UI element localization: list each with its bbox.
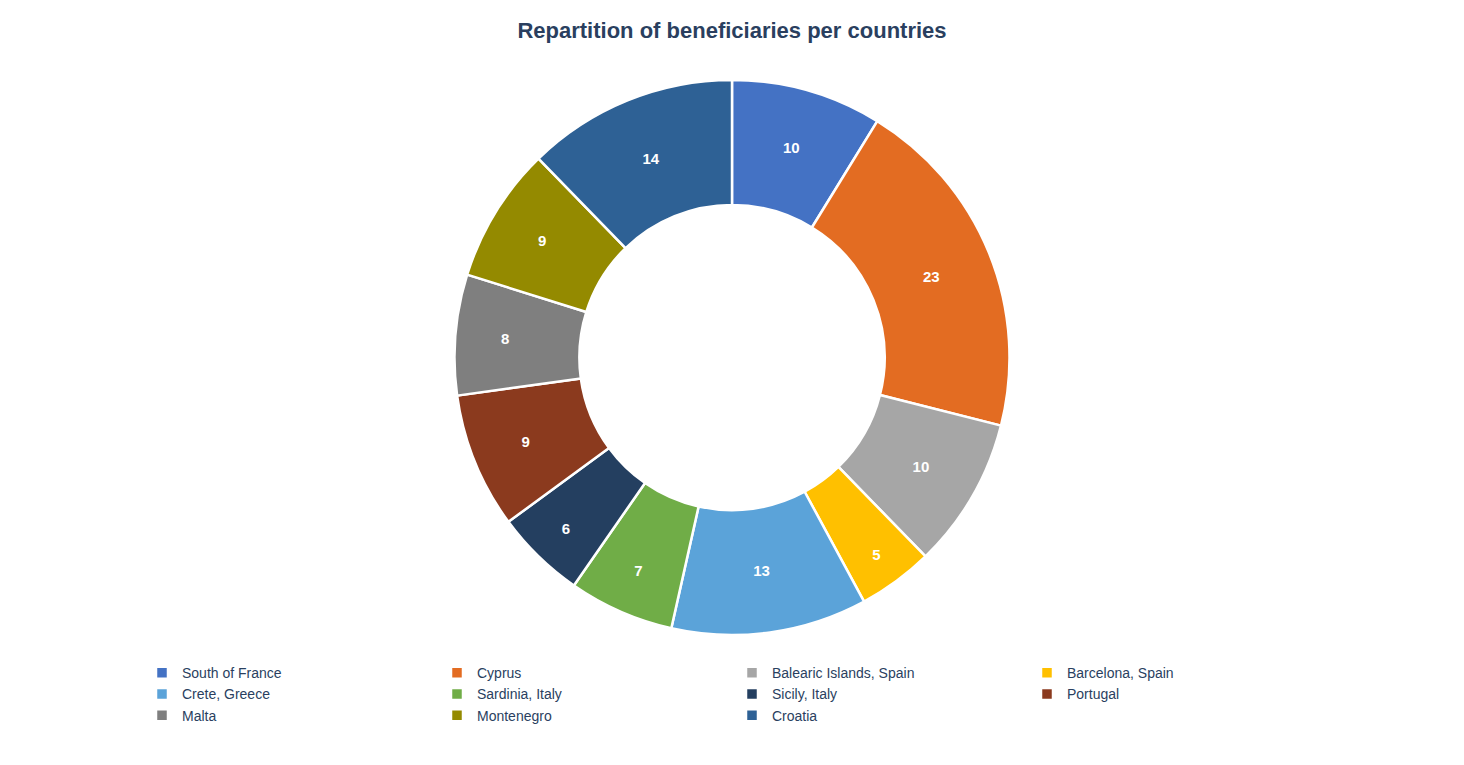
svg-text:13: 13: [753, 562, 770, 579]
svg-text:Sicily, Italy: Sicily, Italy: [772, 686, 837, 702]
svg-text:Malta: Malta: [182, 708, 216, 724]
svg-text:Crete, Greece: Crete, Greece: [182, 686, 270, 702]
svg-text:10: 10: [783, 139, 800, 156]
svg-text:South of France: South of France: [182, 665, 282, 681]
svg-text:10: 10: [913, 458, 930, 475]
svg-text:Repartition of beneficiaries p: Repartition of beneficiaries per countri…: [517, 18, 946, 43]
svg-text:8: 8: [501, 330, 509, 347]
svg-text:6: 6: [562, 520, 570, 537]
svg-text:Barcelona, Spain: Barcelona, Spain: [1067, 665, 1174, 681]
svg-text:Croatia: Croatia: [772, 708, 817, 724]
svg-text:Portugal: Portugal: [1067, 686, 1119, 702]
svg-text:Montenegro: Montenegro: [477, 708, 552, 724]
svg-text:23: 23: [923, 268, 940, 285]
svg-text:Balearic Islands, Spain: Balearic Islands, Spain: [772, 665, 914, 681]
svg-text:9: 9: [521, 433, 529, 450]
svg-text:14: 14: [642, 150, 659, 167]
svg-text:Sardinia, Italy: Sardinia, Italy: [477, 686, 562, 702]
svg-text:5: 5: [872, 546, 880, 563]
svg-text:9: 9: [538, 232, 546, 249]
svg-text:Cyprus: Cyprus: [477, 665, 521, 681]
svg-text:7: 7: [634, 562, 642, 579]
